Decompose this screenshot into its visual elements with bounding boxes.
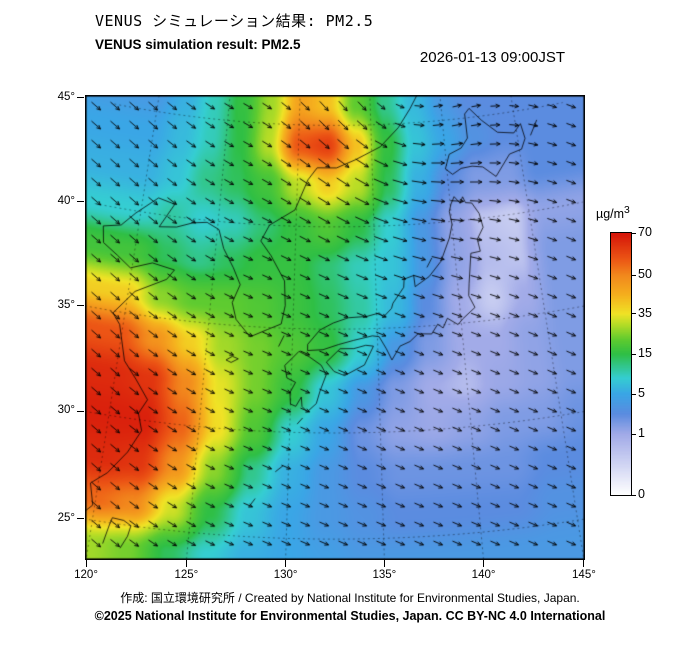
lon-tick-mark bbox=[85, 560, 87, 567]
colorbar: µg/m3 70 50 35 15 5 1 0 bbox=[596, 205, 680, 501]
lon-tick-mark bbox=[483, 560, 485, 567]
colorbar-tick-label: 70 bbox=[638, 225, 652, 239]
lat-tick-label: 30° bbox=[57, 404, 75, 417]
lat-tick-label: 45° bbox=[57, 90, 75, 103]
colorbar-tick-mark bbox=[631, 232, 636, 234]
page-title-japanese: VENUS シミュレーション結果: PM2.5 bbox=[95, 12, 374, 30]
colorbar-unit-label: µg/m3 bbox=[596, 205, 630, 221]
lat-tick-label: 25° bbox=[57, 511, 75, 524]
colorbar-tick-label: 5 bbox=[638, 386, 645, 401]
lat-tick-mark bbox=[77, 518, 84, 520]
lon-tick-label: 140° bbox=[471, 569, 496, 581]
lon-tick-label: 130° bbox=[273, 569, 298, 581]
lat-tick-mark bbox=[77, 305, 84, 307]
colorbar-tick-label: 1 bbox=[638, 426, 645, 441]
page-title-english: VENUS simulation result: PM2.5 bbox=[95, 37, 301, 52]
map-plot-area bbox=[85, 95, 585, 560]
colorbar-tick-mark bbox=[631, 274, 636, 276]
pm25-heatmap-canvas bbox=[85, 95, 585, 560]
colorbar-gradient bbox=[610, 232, 632, 496]
lon-tick-label: 135° bbox=[372, 569, 397, 581]
colorbar-tick-label: 50 bbox=[638, 267, 652, 282]
colorbar-tick-mark bbox=[631, 433, 636, 435]
lon-tick-mark bbox=[383, 560, 385, 567]
lat-tick-mark bbox=[77, 410, 84, 412]
colorbar-tick-mark bbox=[631, 313, 636, 315]
colorbar-tick-mark bbox=[631, 353, 636, 355]
license-line: ©2025 National Institute for Environment… bbox=[94, 609, 606, 623]
lon-tick-mark bbox=[583, 560, 585, 567]
lon-tick-label: 145° bbox=[572, 569, 596, 581]
colorbar-tick-label: 35 bbox=[638, 305, 652, 320]
unit-exponent: 3 bbox=[624, 205, 630, 216]
lat-tick-label: 35° bbox=[57, 298, 75, 311]
lat-tick-label: 40° bbox=[57, 194, 75, 207]
colorbar-tick-mark bbox=[631, 494, 636, 496]
lon-tick-label: 125° bbox=[174, 569, 199, 581]
lat-tick-mark bbox=[77, 97, 84, 99]
colorbar-tick-label: 15 bbox=[638, 346, 652, 361]
lon-tick-mark bbox=[185, 560, 187, 567]
colorbar-tick-label: 0 bbox=[638, 487, 645, 501]
credit-line: 作成: 国立環境研究所 / Created by National Instit… bbox=[120, 591, 580, 605]
colorbar-tick-mark bbox=[631, 393, 636, 395]
lon-tick-label: 120° bbox=[74, 569, 98, 581]
lat-tick-mark bbox=[77, 201, 84, 203]
lon-tick-mark bbox=[285, 560, 287, 567]
unit-text: µg/m bbox=[596, 207, 625, 222]
datetime-label: 2026-01-13 09:00JST bbox=[419, 49, 565, 66]
